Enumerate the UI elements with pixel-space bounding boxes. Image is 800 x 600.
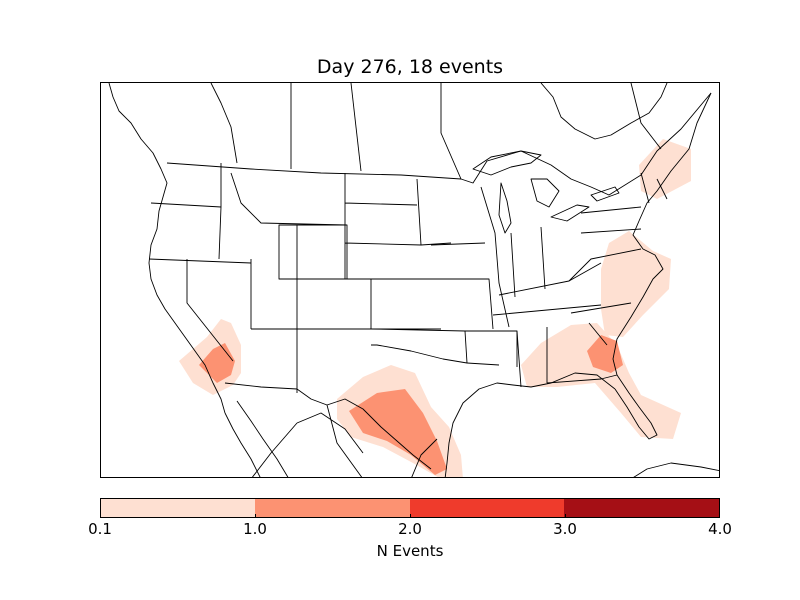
colorbar-tickmark-1 xyxy=(255,514,256,518)
colorbar-tick-label: 3.0 xyxy=(553,520,577,538)
atlantic-coastline xyxy=(612,92,712,440)
baja-coastline xyxy=(224,412,261,477)
state-line-wy-co xyxy=(278,224,348,280)
state-line-ne-ks xyxy=(347,278,441,330)
colorbar-tick-label: 2.0 xyxy=(398,520,422,538)
state-line-ok-tx xyxy=(370,328,468,364)
colorbar-tickmark-2 xyxy=(410,514,411,518)
event-fill-low xyxy=(179,139,691,477)
colorbar-bin-2 xyxy=(254,499,410,517)
us-mexico-border xyxy=(224,382,432,470)
colorbar-tickmark-3 xyxy=(565,514,566,518)
state-line-wi-il xyxy=(480,186,510,328)
event-region-carolinas-low xyxy=(601,231,671,337)
colorbar-bin-1 xyxy=(101,499,255,517)
state-line-id xyxy=(218,163,222,260)
map-panel xyxy=(100,82,720,478)
state-line-pa-ny xyxy=(580,206,642,234)
colorbar-bin-4 xyxy=(564,499,719,517)
state-line-mt xyxy=(230,172,348,226)
province-line-mb-on xyxy=(440,83,462,180)
mexico-state-lines xyxy=(251,404,364,477)
lake-superior xyxy=(472,150,542,176)
state-line-nc-sc xyxy=(570,302,632,346)
state-line-ia-mo xyxy=(430,242,494,330)
state-line-wa-or xyxy=(150,202,222,208)
state-line-new-england xyxy=(640,172,668,204)
lake-erie xyxy=(550,204,590,222)
province-line-sk-mb xyxy=(350,83,362,172)
gulf-of-california-coast xyxy=(236,400,289,477)
colorbar-tick-label: 4.0 xyxy=(708,520,732,538)
event-region-southwest-mid xyxy=(199,343,235,383)
hudson-bay-shore xyxy=(540,83,668,140)
gulf-coastline xyxy=(444,372,616,477)
state-line-ca-nv xyxy=(186,259,234,362)
state-line-ky-tn xyxy=(492,262,602,316)
colorbar-label: N Events xyxy=(376,542,444,560)
state-line-ms-al xyxy=(516,327,548,388)
state-line-ar-la xyxy=(465,330,518,367)
state-line-nd-sd xyxy=(344,173,422,279)
state-line-or-ca-nv xyxy=(148,258,252,264)
state-line-va-wv xyxy=(568,248,642,282)
state-line-mn-ia xyxy=(416,178,452,246)
event-density-map xyxy=(108,83,719,477)
colorbar-tick-label: 0.1 xyxy=(88,520,112,538)
colorbar-tick-label: 1.0 xyxy=(243,520,267,538)
province-line-bc-ab xyxy=(210,83,238,164)
event-region-texas-mid xyxy=(349,389,447,475)
basemap-outlines xyxy=(108,83,719,477)
cuba-coastline xyxy=(633,462,719,477)
lake-ontario xyxy=(590,186,620,202)
state-line-in-oh xyxy=(510,226,546,298)
lake-huron xyxy=(530,178,560,208)
us-canada-border xyxy=(166,92,712,196)
event-region-newengland-low xyxy=(639,139,691,199)
mexico-coast xyxy=(411,438,438,477)
state-line-ga-fl xyxy=(546,374,618,384)
map-title: Day 276, 18 events xyxy=(316,56,504,78)
province-line-qc xyxy=(630,83,662,150)
pacific-coastline xyxy=(108,83,226,414)
colorbar-bin-3 xyxy=(409,499,565,517)
lake-michigan xyxy=(498,182,512,234)
